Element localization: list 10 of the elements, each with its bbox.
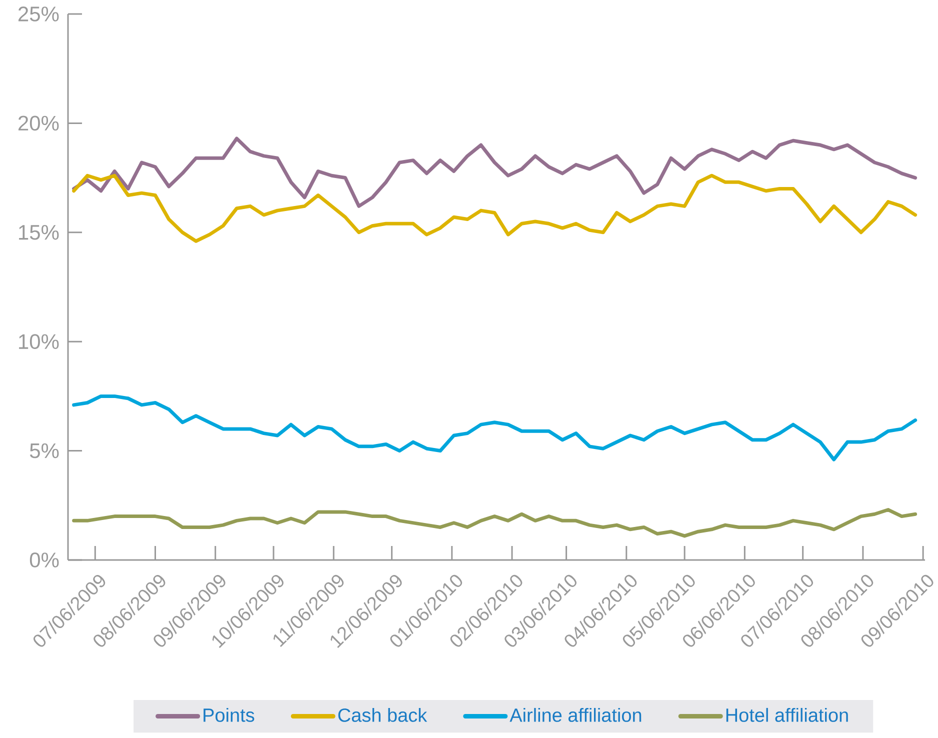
legend-label: Points bbox=[204, 708, 254, 722]
legend-label: Hotel affiliation bbox=[726, 708, 848, 722]
y-tick-label: 0% bbox=[30, 552, 59, 568]
y-tick-label: 10% bbox=[19, 334, 59, 350]
legend-label: Airline affiliation bbox=[510, 708, 642, 722]
y-tick-label: 25% bbox=[18, 6, 59, 22]
y-tick-label: 20% bbox=[18, 116, 59, 131]
y-tick-label: 15% bbox=[19, 225, 59, 240]
y-tick-label: 5% bbox=[30, 443, 59, 458]
legend-label: Cash back bbox=[338, 708, 428, 722]
